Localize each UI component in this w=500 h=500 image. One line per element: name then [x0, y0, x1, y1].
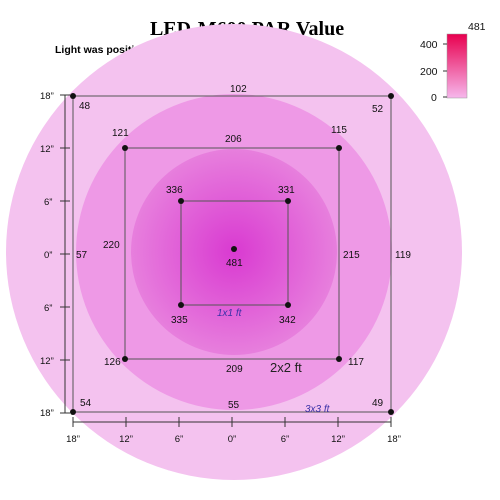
dot: [336, 145, 342, 151]
value-3ft-bottom-left: 54: [80, 398, 92, 409]
dot: [336, 356, 342, 362]
left-axis-tick: 6”: [44, 303, 52, 314]
square-1x1-ft: [180, 200, 289, 306]
value-2ft-left-edge: 220: [103, 240, 120, 251]
dot: [122, 145, 128, 151]
dot: [388, 409, 394, 415]
dot: [388, 93, 394, 99]
value-2ft-bottom-edge: 209: [226, 364, 243, 375]
square-3x3-ft: [72, 95, 392, 413]
value-2ft-bottom-left: 126: [104, 357, 121, 368]
center-dot: [231, 246, 237, 252]
dot: [70, 93, 76, 99]
left-axis: [60, 94, 70, 414]
value-1ft-bottom-right: 342: [279, 315, 296, 326]
value-2ft-top-left: 121: [112, 128, 129, 139]
value-3ft-top-edge: 102: [230, 84, 247, 95]
legend-max-label: 481: [468, 21, 486, 33]
dot: [122, 356, 128, 362]
legend-tick-label: 200: [420, 66, 438, 78]
value-2ft-top-edge: 206: [225, 134, 242, 145]
legend-tick-label: 400: [420, 39, 438, 51]
value-3ft-bottom-edge: 55: [228, 400, 240, 411]
value-3ft-right-edge: 119: [395, 250, 411, 261]
dot: [285, 198, 291, 204]
value-2ft-right-edge: 215: [343, 250, 360, 261]
value-3ft-left-edge: 57: [76, 250, 88, 261]
value-1ft-bottom-left: 335: [171, 315, 188, 326]
label-3x3-ft: 3x3 ft: [305, 404, 331, 415]
bottom-axis-tick: 6”: [281, 434, 289, 445]
left-axis-tick: 18”: [40, 408, 54, 419]
corner-dots: [70, 93, 394, 415]
dot: [285, 302, 291, 308]
left-axis-tick: 6”: [44, 197, 52, 208]
dot: [178, 302, 184, 308]
dot: [178, 198, 184, 204]
bottom-axis-tick: 0”: [228, 434, 236, 445]
legend-tick-label: 0: [431, 92, 437, 104]
legend-color-bar: [446, 33, 468, 99]
value-3ft-top-left: 48: [79, 101, 91, 112]
left-axis-tick: 12”: [40, 356, 54, 367]
square-2x2-ft: [124, 147, 340, 360]
bottom-axis-tick: 18”: [66, 434, 80, 445]
value-2ft-bottom-right: 117: [348, 357, 364, 368]
dot: [70, 409, 76, 415]
value-1ft-top-left: 336: [166, 185, 183, 196]
bottom-axis-tick: 18”: [387, 434, 401, 445]
left-axis-tick: 18”: [40, 91, 54, 102]
legend-ticks: [443, 43, 447, 98]
label-2x2-ft: 2x2 ft: [270, 360, 302, 375]
bottom-axis-tick: 12”: [331, 434, 345, 445]
value-1ft-top-right: 331: [278, 185, 295, 196]
bottom-axis-tick: 6”: [175, 434, 183, 445]
value-2ft-top-right: 115: [331, 125, 347, 136]
left-axis-tick: 12”: [40, 144, 54, 155]
value-3ft-bottom-right: 49: [372, 398, 384, 409]
bottom-axis-tick: 12”: [119, 434, 133, 445]
value-3ft-top-right: 52: [372, 104, 384, 115]
left-axis-tick: 0”: [44, 250, 52, 261]
center-value: 481: [226, 258, 243, 269]
label-1x1-ft: 1x1 ft: [217, 308, 243, 319]
bottom-axis: [72, 417, 392, 427]
